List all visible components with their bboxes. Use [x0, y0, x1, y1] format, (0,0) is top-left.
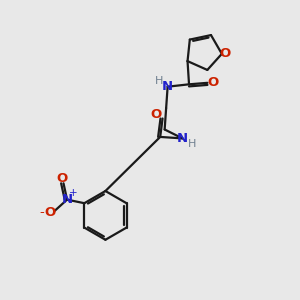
- Text: H: H: [188, 139, 196, 149]
- Text: O: O: [220, 47, 231, 60]
- Text: H: H: [155, 76, 164, 86]
- Text: N: N: [162, 80, 173, 93]
- Text: N: N: [177, 132, 188, 145]
- Text: N: N: [61, 193, 73, 206]
- Text: +: +: [69, 188, 77, 198]
- Text: O: O: [56, 172, 68, 185]
- Text: O: O: [207, 76, 218, 89]
- Text: -: -: [40, 206, 44, 219]
- Text: O: O: [44, 206, 55, 219]
- Text: O: O: [150, 108, 162, 122]
